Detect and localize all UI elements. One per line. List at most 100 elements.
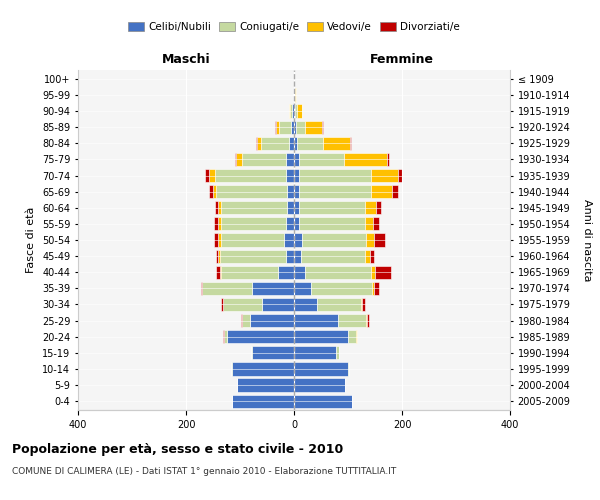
Bar xyxy=(365,201,376,214)
Bar xyxy=(221,234,284,246)
Bar xyxy=(338,314,367,327)
Bar xyxy=(260,136,289,150)
Bar xyxy=(251,346,252,360)
Bar xyxy=(294,362,348,376)
Bar xyxy=(256,136,257,150)
Bar xyxy=(200,282,202,295)
Bar xyxy=(209,185,213,198)
Legend: Celibi/Nubili, Coniugati/e, Vedovi/e, Divorziati/e: Celibi/Nubili, Coniugati/e, Vedovi/e, Di… xyxy=(124,18,464,36)
Bar xyxy=(294,136,296,150)
Bar xyxy=(344,153,387,166)
Bar xyxy=(311,282,372,295)
Bar xyxy=(294,104,295,118)
Bar xyxy=(294,250,301,262)
Bar xyxy=(284,234,294,246)
Bar xyxy=(220,266,221,279)
Bar xyxy=(375,266,391,279)
Bar xyxy=(299,185,371,198)
Bar xyxy=(299,153,344,166)
Bar xyxy=(218,201,221,214)
Bar xyxy=(367,314,368,327)
Bar xyxy=(294,266,305,279)
Bar xyxy=(202,282,252,295)
Bar xyxy=(350,136,351,150)
Bar xyxy=(289,136,294,150)
Bar xyxy=(295,88,296,102)
Bar xyxy=(294,298,317,311)
Bar xyxy=(387,153,389,166)
Bar xyxy=(294,330,348,344)
Bar xyxy=(290,104,292,118)
Bar xyxy=(221,266,278,279)
Bar xyxy=(294,201,299,214)
Text: Femmine: Femmine xyxy=(370,53,434,66)
Bar xyxy=(215,169,286,182)
Bar xyxy=(221,298,223,311)
Bar xyxy=(215,201,218,214)
Bar xyxy=(278,266,294,279)
Bar xyxy=(205,169,209,182)
Bar xyxy=(287,201,294,214)
Bar xyxy=(242,314,250,327)
Bar xyxy=(301,250,365,262)
Bar xyxy=(323,136,350,150)
Bar xyxy=(252,346,294,360)
Bar xyxy=(221,218,286,230)
Bar xyxy=(362,298,365,311)
Bar xyxy=(367,234,374,246)
Bar xyxy=(299,201,365,214)
Bar xyxy=(286,250,294,262)
Bar xyxy=(238,378,294,392)
Bar xyxy=(374,282,379,295)
Bar xyxy=(322,120,323,134)
Bar xyxy=(218,234,221,246)
Bar xyxy=(252,282,294,295)
Bar xyxy=(365,250,370,262)
Bar xyxy=(371,169,398,182)
Bar xyxy=(241,314,242,327)
Bar xyxy=(294,346,336,360)
Bar xyxy=(296,136,323,150)
Bar xyxy=(302,234,367,246)
Bar xyxy=(294,120,296,134)
Bar xyxy=(296,120,305,134)
Bar xyxy=(371,266,375,279)
Bar xyxy=(294,314,338,327)
Text: Maschi: Maschi xyxy=(161,53,211,66)
Bar xyxy=(275,120,276,134)
Bar xyxy=(279,120,291,134)
Bar xyxy=(348,362,349,376)
Bar xyxy=(299,169,371,182)
Bar xyxy=(398,169,402,182)
Bar xyxy=(292,104,294,118)
Bar xyxy=(286,218,294,230)
Bar xyxy=(209,169,215,182)
Bar xyxy=(220,250,286,262)
Bar xyxy=(305,266,371,279)
Bar xyxy=(227,330,294,344)
Text: COMUNE DI CALIMERA (LE) - Dati ISTAT 1° gennaio 2010 - Elaborazione TUTTITALIA.I: COMUNE DI CALIMERA (LE) - Dati ISTAT 1° … xyxy=(12,468,396,476)
Bar xyxy=(348,330,356,344)
Bar xyxy=(216,250,218,262)
Bar xyxy=(216,266,220,279)
Bar xyxy=(213,185,216,198)
Bar xyxy=(221,201,287,214)
Bar xyxy=(214,234,218,246)
Bar xyxy=(294,378,346,392)
Bar xyxy=(294,282,311,295)
Text: Popolazione per età, sesso e stato civile - 2010: Popolazione per età, sesso e stato civil… xyxy=(12,442,343,456)
Bar xyxy=(336,346,339,360)
Bar xyxy=(250,314,294,327)
Y-axis label: Fasce di età: Fasce di età xyxy=(26,207,37,273)
Bar xyxy=(392,185,398,198)
Bar xyxy=(317,298,361,311)
Bar xyxy=(276,120,279,134)
Bar xyxy=(371,185,392,198)
Bar xyxy=(376,201,382,214)
Bar xyxy=(372,282,374,295)
Bar xyxy=(374,234,385,246)
Bar xyxy=(295,104,297,118)
Bar xyxy=(223,298,262,311)
Bar xyxy=(262,298,294,311)
Bar xyxy=(218,218,221,230)
